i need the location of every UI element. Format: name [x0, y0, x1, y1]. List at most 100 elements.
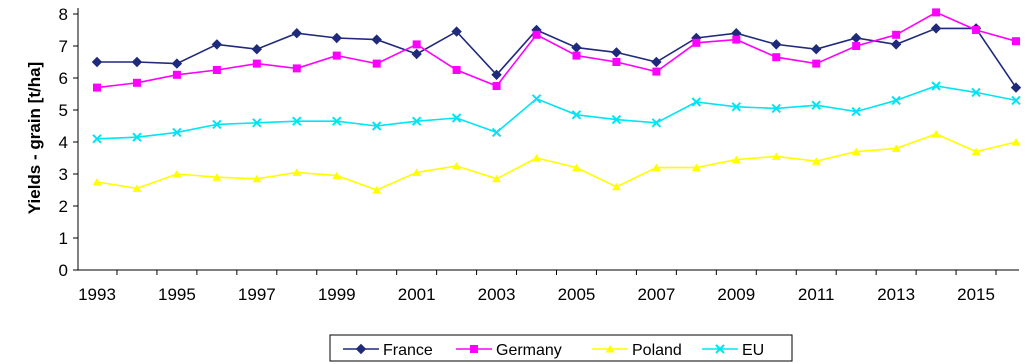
data-point-poland	[571, 163, 581, 172]
data-point-poland	[492, 174, 502, 183]
data-point-poland	[771, 152, 781, 160]
x-tick-label: 2003	[478, 285, 516, 304]
x-tick-label: 2013	[877, 285, 915, 304]
data-point-poland	[532, 154, 542, 162]
y-tick-label: 8	[59, 5, 68, 24]
data-point-poland	[971, 147, 981, 156]
x-tick-label: 2011	[798, 285, 835, 304]
data-point-germany	[292, 64, 301, 73]
y-tick-label: 6	[59, 69, 68, 88]
x-tick-label: 1995	[158, 285, 196, 304]
data-point-eu	[811, 100, 821, 110]
data-point-eu	[332, 116, 342, 126]
data-point-germany	[332, 51, 341, 60]
x-tick-label: 2009	[717, 285, 755, 304]
y-tick-label: 2	[59, 197, 68, 216]
data-point-germany	[492, 82, 501, 90]
data-point-france	[171, 58, 183, 69]
legend-label: Poland	[632, 342, 682, 359]
data-point-france	[930, 23, 942, 34]
data-point-poland	[412, 168, 422, 176]
y-axis-title: Yields - grain [t/ha]	[25, 62, 44, 214]
x-tick-label: 2001	[398, 285, 436, 304]
series-germany	[93, 8, 1020, 92]
data-point-eu	[971, 87, 981, 98]
data-point-eu	[651, 118, 662, 128]
data-point-germany	[172, 70, 181, 79]
data-point-poland	[212, 173, 222, 181]
data-point-poland	[731, 155, 741, 164]
data-point-poland	[611, 182, 621, 191]
y-tick-label: 1	[59, 229, 68, 248]
x-tick-label: 2015	[957, 285, 995, 304]
data-point-france	[91, 56, 103, 68]
data-point-eu	[611, 114, 622, 125]
y-tick-label: 0	[59, 261, 68, 280]
data-point-germany	[772, 53, 781, 62]
series-line-france	[97, 27, 1017, 89]
data-point-germany	[372, 59, 381, 68]
data-point-poland	[851, 147, 861, 156]
data-point-poland	[332, 171, 342, 180]
data-point-germany	[932, 8, 941, 17]
data-point-germany	[132, 78, 141, 87]
legend-label: Germany	[496, 342, 562, 359]
data-point-germany	[612, 58, 621, 66]
x-tick-label: 1997	[238, 285, 276, 304]
data-point-poland	[172, 170, 182, 178]
legend-swatch-marker	[715, 344, 725, 354]
data-point-eu	[571, 110, 582, 120]
y-tick-label: 7	[59, 37, 68, 56]
data-point-eu	[851, 106, 861, 117]
series-line-poland	[96, 133, 1017, 191]
data-point-france	[491, 69, 502, 81]
legend: France Germany Poland EU	[329, 334, 793, 362]
data-point-germany	[93, 83, 101, 92]
data-point-germany	[692, 38, 701, 47]
data-point-france	[811, 43, 822, 55]
data-point-poland	[891, 144, 901, 152]
legend-label: France	[383, 342, 433, 359]
data-point-germany	[732, 35, 741, 44]
data-point-eu	[1011, 95, 1021, 106]
data-point-germany	[252, 59, 261, 68]
series-poland	[92, 130, 1021, 194]
data-point-poland	[372, 186, 382, 194]
data-point-france	[251, 43, 263, 55]
data-point-germany	[1012, 37, 1020, 46]
data-point-france	[1010, 82, 1022, 93]
data-point-france	[651, 56, 662, 68]
data-point-germany	[452, 66, 461, 74]
data-point-france	[291, 27, 302, 39]
data-point-germany	[812, 59, 821, 68]
data-point-eu	[92, 134, 102, 144]
data-point-france	[211, 39, 223, 50]
data-point-eu	[371, 121, 382, 131]
x-tick-label: 2005	[558, 285, 596, 304]
data-point-poland	[651, 163, 661, 172]
axes: 0 1 2 3 4 5 6 7 8 1993 1995 1997 1999 2001 2003 2005 200…	[59, 5, 1019, 304]
legend-item-germany: Germany	[456, 342, 562, 359]
data-point-poland	[691, 163, 701, 172]
data-point-france	[331, 32, 342, 44]
data-point-germany	[412, 40, 421, 49]
data-point-poland	[811, 157, 821, 165]
series-france	[91, 23, 1022, 93]
data-point-france	[371, 34, 382, 45]
data-point-poland	[292, 168, 302, 176]
y-tick-label: 4	[59, 133, 68, 152]
data-point-france	[850, 32, 862, 44]
data-point-germany	[892, 30, 901, 39]
y-tick-label: 5	[59, 101, 68, 120]
data-point-poland	[132, 184, 142, 192]
data-point-germany	[852, 42, 861, 50]
x-tick-label: 1999	[318, 285, 356, 304]
legend-label: EU	[742, 342, 764, 359]
x-tick-label: 1993	[78, 285, 116, 304]
data-point-poland	[931, 130, 941, 138]
data-point-eu	[411, 116, 422, 126]
legend-swatch-marker	[355, 343, 367, 355]
y-tick-label: 3	[59, 165, 68, 184]
data-point-poland	[452, 162, 462, 170]
